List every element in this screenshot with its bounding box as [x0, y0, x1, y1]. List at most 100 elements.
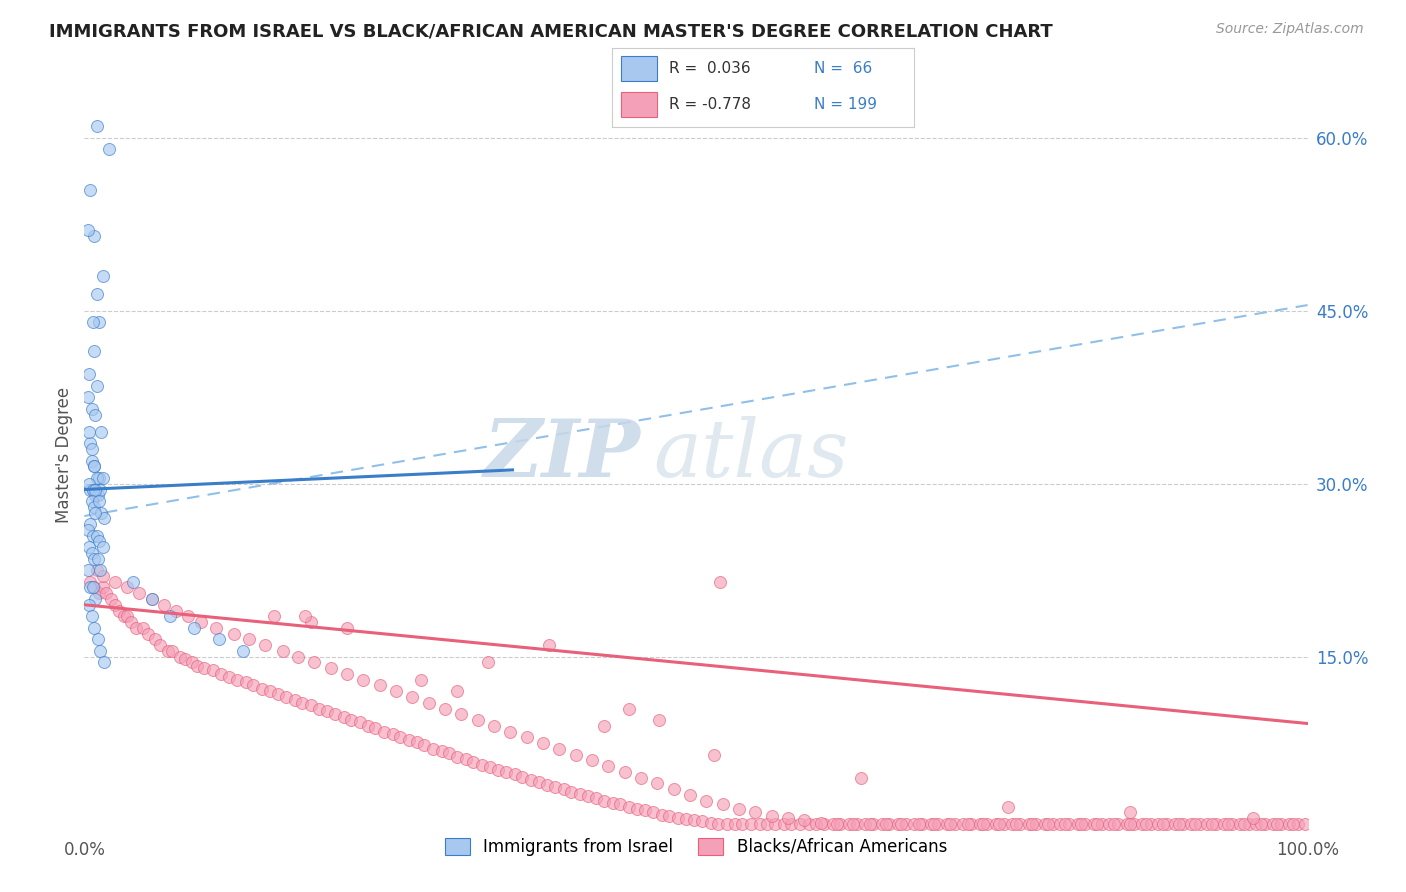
- Point: [437, 747, 460, 761]
- Point: [141, 592, 163, 607]
- Point: [482, 719, 505, 733]
- Point: [381, 727, 404, 741]
- Point: [304, 656, 326, 670]
- Point: [86, 471, 108, 485]
- Point: [956, 817, 979, 831]
- Point: [315, 704, 337, 718]
- Point: [1119, 817, 1142, 831]
- Point: [156, 644, 179, 658]
- Point: [755, 817, 778, 831]
- Point: [662, 782, 685, 797]
- Point: [1010, 817, 1032, 831]
- Point: [1286, 817, 1309, 831]
- Point: [364, 721, 387, 735]
- Point: [675, 812, 697, 826]
- Text: R = -0.778: R = -0.778: [669, 97, 751, 112]
- Point: [1216, 817, 1239, 831]
- Point: [976, 817, 998, 831]
- Point: [235, 675, 257, 690]
- Point: [531, 736, 554, 750]
- Point: [162, 644, 184, 658]
- Point: [877, 817, 900, 831]
- Point: [695, 794, 717, 808]
- Point: [495, 764, 517, 779]
- Point: [266, 687, 288, 701]
- Point: [77, 425, 100, 439]
- Point: [446, 684, 468, 698]
- Point: [972, 817, 994, 831]
- Point: [740, 817, 762, 831]
- Point: [122, 574, 145, 589]
- Point: [276, 690, 298, 704]
- Point: [1188, 817, 1211, 831]
- Point: [336, 621, 359, 635]
- Text: ZIP: ZIP: [484, 417, 641, 493]
- Point: [83, 621, 105, 635]
- Point: [1070, 817, 1092, 831]
- Text: IMMIGRANTS FROM ISRAEL VS BLACK/AFRICAN AMERICAN MASTER'S DEGREE CORRELATION CHA: IMMIGRANTS FROM ISRAEL VS BLACK/AFRICAN …: [49, 22, 1053, 40]
- Point: [838, 817, 860, 831]
- Point: [516, 731, 538, 745]
- Point: [86, 378, 108, 392]
- Point: [80, 609, 103, 624]
- Point: [398, 732, 420, 747]
- Point: [499, 724, 522, 739]
- Point: [658, 808, 681, 822]
- Point: [789, 817, 811, 831]
- Point: [841, 817, 863, 831]
- Point: [87, 551, 110, 566]
- Point: [859, 817, 882, 831]
- Point: [565, 747, 588, 762]
- Point: [205, 621, 228, 635]
- Point: [1066, 817, 1088, 831]
- Point: [84, 408, 107, 422]
- Point: [609, 797, 631, 812]
- Point: [1119, 805, 1142, 820]
- Point: [86, 286, 108, 301]
- Point: [77, 523, 100, 537]
- Point: [821, 817, 844, 831]
- Point: [1098, 817, 1121, 831]
- Point: [1132, 817, 1154, 831]
- Text: atlas: atlas: [654, 417, 849, 493]
- Point: [132, 621, 155, 635]
- Point: [97, 143, 120, 157]
- Point: [617, 701, 640, 715]
- Text: N = 199: N = 199: [814, 97, 877, 112]
- Point: [682, 814, 704, 828]
- Point: [159, 609, 181, 624]
- Point: [520, 772, 543, 787]
- Point: [87, 488, 110, 502]
- Point: [1265, 817, 1288, 831]
- Point: [1054, 817, 1077, 831]
- Point: [969, 817, 991, 831]
- Point: [952, 817, 974, 831]
- Point: [120, 615, 142, 629]
- Point: [89, 563, 111, 577]
- Point: [536, 778, 558, 792]
- Point: [1091, 817, 1114, 831]
- Point: [86, 528, 108, 542]
- Point: [920, 817, 942, 831]
- Point: [83, 344, 105, 359]
- Point: [271, 644, 294, 658]
- Point: [82, 483, 104, 497]
- Point: [1229, 817, 1251, 831]
- Point: [614, 764, 637, 779]
- Point: [125, 621, 148, 635]
- Point: [907, 817, 929, 831]
- FancyBboxPatch shape: [620, 56, 657, 81]
- Point: [707, 817, 730, 831]
- Point: [107, 603, 129, 617]
- Point: [87, 471, 110, 485]
- Point: [1205, 817, 1227, 831]
- Point: [143, 632, 166, 647]
- Legend: Immigrants from Israel, Blacks/African Americans: Immigrants from Israel, Blacks/African A…: [439, 831, 953, 863]
- FancyBboxPatch shape: [620, 92, 657, 117]
- Point: [744, 805, 766, 820]
- Point: [1156, 817, 1178, 831]
- Point: [169, 649, 191, 664]
- Point: [79, 436, 101, 450]
- Point: [284, 693, 307, 707]
- Point: [1038, 817, 1060, 831]
